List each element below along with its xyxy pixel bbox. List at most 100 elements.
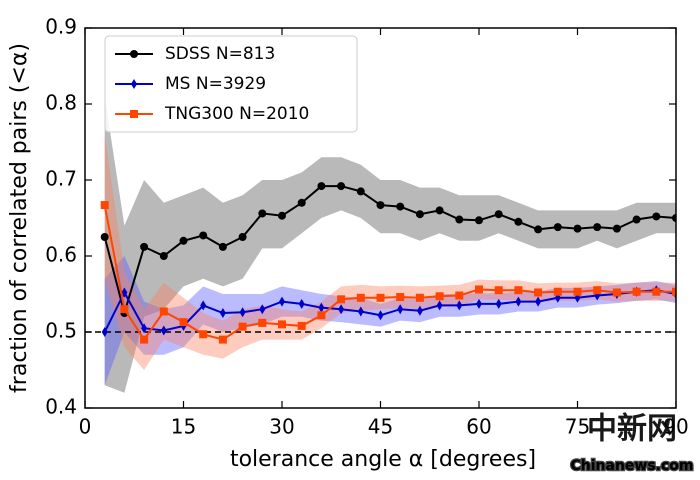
y-tick-label: 0.7 xyxy=(45,167,77,191)
marker xyxy=(397,304,404,315)
marker xyxy=(238,233,247,241)
marker xyxy=(278,320,286,329)
marker xyxy=(377,310,384,321)
marker xyxy=(415,210,424,219)
marker xyxy=(160,325,167,336)
marker xyxy=(279,296,285,307)
marker xyxy=(416,305,423,316)
x-tick-label: 90 xyxy=(663,415,688,439)
marker xyxy=(672,214,676,222)
marker xyxy=(494,210,503,219)
marker xyxy=(415,293,424,302)
series-line xyxy=(103,289,676,333)
marker xyxy=(476,298,482,309)
marker xyxy=(297,198,306,207)
marker xyxy=(376,293,385,302)
marker xyxy=(357,306,364,317)
marker xyxy=(338,304,345,315)
marker xyxy=(652,212,661,221)
marker xyxy=(159,252,168,260)
marker xyxy=(121,287,128,298)
y-tick-label: 0.5 xyxy=(45,319,77,343)
marker xyxy=(356,187,365,196)
marker xyxy=(475,285,483,294)
marker xyxy=(101,327,108,337)
marker xyxy=(396,293,405,302)
marker xyxy=(593,223,602,232)
watermark-logo: 中新网 xyxy=(587,412,677,447)
marker xyxy=(534,288,543,297)
marker xyxy=(140,242,149,251)
legend-box xyxy=(104,35,358,133)
marker xyxy=(376,201,385,210)
marker xyxy=(435,292,444,301)
marker xyxy=(130,50,138,58)
error-band xyxy=(104,256,676,386)
marker xyxy=(436,300,443,311)
x-tick-label: 60 xyxy=(466,415,491,439)
watermark-site: Chinanews.com xyxy=(570,458,693,474)
marker xyxy=(612,224,621,233)
x-tick-label: 75 xyxy=(565,415,590,439)
marker xyxy=(131,79,137,89)
marker xyxy=(318,302,325,313)
marker xyxy=(179,318,188,327)
marker xyxy=(672,287,676,296)
marker xyxy=(456,300,463,311)
x-tick-label: 45 xyxy=(368,415,393,439)
marker xyxy=(179,236,188,245)
marker xyxy=(534,225,543,234)
marker xyxy=(298,298,305,309)
marker xyxy=(396,202,405,211)
marker xyxy=(219,308,226,318)
x-tick-label: 30 xyxy=(269,415,294,439)
marker xyxy=(652,287,661,296)
marker xyxy=(317,311,326,320)
marker xyxy=(593,286,602,295)
marker xyxy=(130,110,138,118)
x-tick-label: 15 xyxy=(171,415,196,439)
marker xyxy=(514,286,523,295)
marker xyxy=(238,322,247,331)
x-tick-label: 0 xyxy=(79,415,92,439)
marker xyxy=(515,296,522,307)
marker xyxy=(218,335,227,344)
marker xyxy=(553,223,562,232)
y-tick-label: 0.6 xyxy=(45,243,77,267)
marker xyxy=(535,296,542,307)
marker xyxy=(495,298,502,309)
marker xyxy=(317,182,326,191)
y-tick-label: 0.4 xyxy=(45,395,77,419)
marker xyxy=(435,206,444,215)
y-axis-label: fraction of correlated pairs (<α) xyxy=(7,43,32,393)
marker xyxy=(278,211,286,220)
marker xyxy=(337,182,346,191)
marker xyxy=(632,215,641,224)
marker xyxy=(100,233,109,241)
marker xyxy=(455,291,464,300)
marker xyxy=(200,300,207,311)
marker xyxy=(218,242,227,251)
marker xyxy=(356,293,365,302)
y-tick-label: 0.9 xyxy=(45,15,77,39)
marker xyxy=(199,330,208,339)
marker xyxy=(337,295,346,304)
marker xyxy=(100,201,109,210)
marker xyxy=(258,209,267,218)
marker xyxy=(573,224,582,233)
marker xyxy=(494,286,503,295)
marker xyxy=(141,323,148,334)
marker xyxy=(140,335,149,344)
marker xyxy=(455,215,464,224)
marker xyxy=(297,321,306,330)
plot-area xyxy=(85,96,676,393)
marker xyxy=(612,288,621,297)
marker xyxy=(258,318,267,327)
legend-label: SDSS N=813 xyxy=(165,44,275,64)
legend-label: MS N=3929 xyxy=(165,74,266,94)
marker xyxy=(239,307,246,318)
marker xyxy=(199,231,208,240)
marker xyxy=(259,304,266,315)
marker xyxy=(573,287,582,296)
